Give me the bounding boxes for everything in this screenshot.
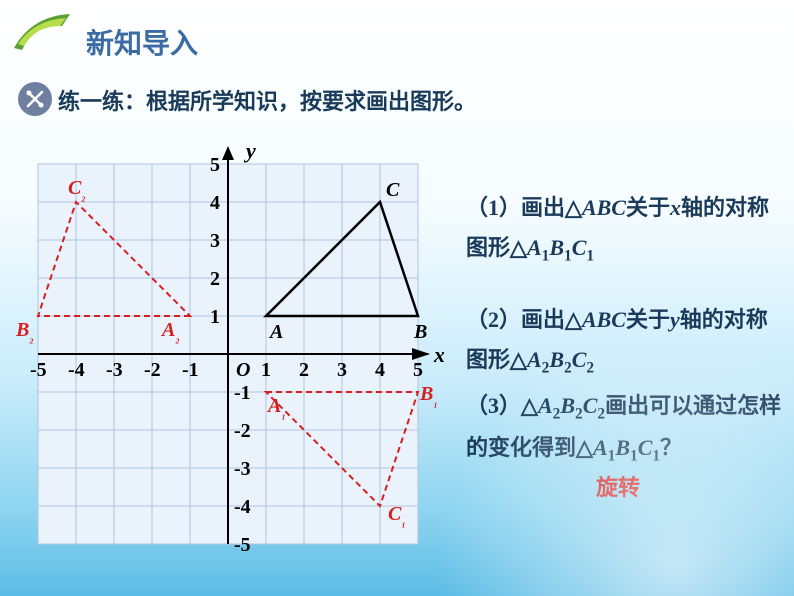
question-3: （3）△A2B2C2画出可以通过怎样的变化得到△A1B1C1？ <box>466 386 786 470</box>
y-arrow <box>222 146 234 160</box>
xtick: 5 <box>413 359 423 381</box>
xtick: -4 <box>68 359 85 381</box>
point-label: B₂ <box>15 319 34 344</box>
xtick: -5 <box>30 359 47 381</box>
ytick: 5 <box>210 154 220 176</box>
ytick: -4 <box>234 496 251 518</box>
origin-label: O <box>236 359 250 381</box>
x-axis-label: x <box>433 342 444 367</box>
ytick: -5 <box>234 534 251 556</box>
answer-text: 旋转 <box>596 470 640 502</box>
ytick: 1 <box>210 306 220 328</box>
point-label: A <box>268 321 283 343</box>
practice-label: 练一练：根据所学知识，按要求画出图形。 <box>58 84 476 116</box>
question-2: （2）画出△ABC关于y轴的对称图形△A2B2C2 <box>466 300 786 382</box>
xtick: -2 <box>144 359 161 381</box>
tools-icon <box>18 82 52 116</box>
ytick: 2 <box>210 268 220 290</box>
question-1: （1）画出△ABC关于x轴的对称图形△A1B1C1 <box>466 188 786 270</box>
xtick: 2 <box>299 359 309 381</box>
logo-swoosh <box>12 8 72 56</box>
ytick: 4 <box>210 192 220 214</box>
xtick: 1 <box>261 359 271 381</box>
point-label: C <box>386 179 400 201</box>
point-label: B <box>413 321 427 343</box>
ytick: -1 <box>234 382 251 404</box>
page-title: 新知导入 <box>86 22 198 62</box>
chart-svg: yxO-5-4-3-2-11234512345-1-2-3-4-5ABCA₁B₁… <box>12 138 444 570</box>
coordinate-chart: yxO-5-4-3-2-11234512345-1-2-3-4-5ABCA₁B₁… <box>12 138 444 570</box>
point-label: B₁ <box>419 383 438 408</box>
xtick: -1 <box>182 359 199 381</box>
ytick: -2 <box>234 420 251 442</box>
y-axis-label: y <box>243 138 256 163</box>
ytick: 3 <box>210 230 220 252</box>
ytick: -3 <box>234 458 251 480</box>
xtick: 3 <box>337 359 347 381</box>
xtick: 4 <box>375 359 385 381</box>
xtick: -3 <box>106 359 123 381</box>
